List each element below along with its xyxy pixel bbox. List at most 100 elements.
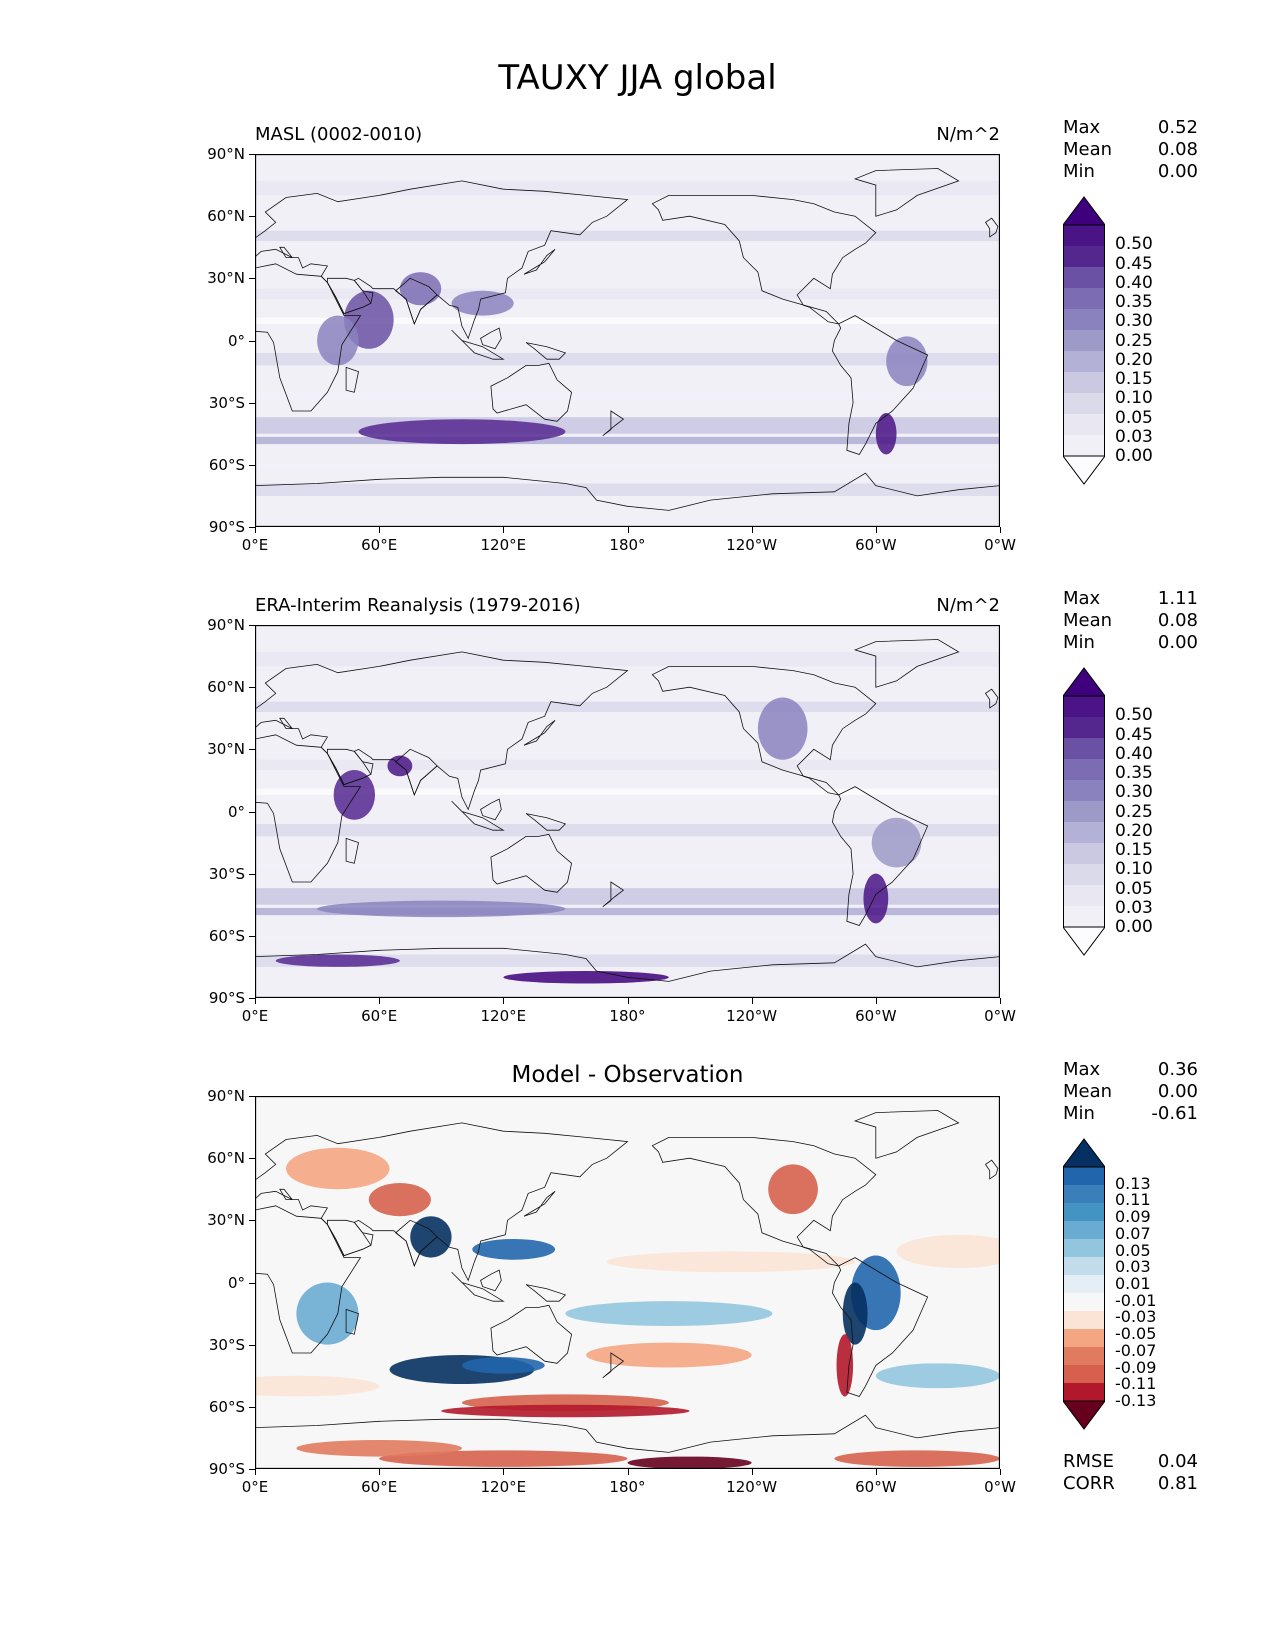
field-blob bbox=[757, 697, 808, 760]
lat-tick-mark bbox=[249, 998, 255, 999]
lat-tick-label: 30°N bbox=[207, 1211, 245, 1230]
field-blob bbox=[275, 954, 400, 967]
lat-tick-mark bbox=[249, 1158, 255, 1160]
colorbar-segment bbox=[1063, 1275, 1105, 1293]
lat-tick-label: 60°N bbox=[207, 678, 245, 697]
lon-tick-label: 180° bbox=[609, 1007, 646, 1025]
lat-tick-label: 30°S bbox=[208, 864, 245, 883]
colorbar-tick-label: 0.00 bbox=[1115, 446, 1153, 466]
lon-tick-label: 0°W bbox=[984, 1007, 1016, 1025]
stat-value: 0.52 bbox=[1157, 117, 1198, 138]
map-frame bbox=[254, 624, 1001, 999]
colorbar-tick-label: 0.35 bbox=[1115, 292, 1153, 312]
colorbar-segment bbox=[1063, 435, 1105, 456]
lat-tick-mark bbox=[249, 625, 255, 626]
colorbar-segment bbox=[1063, 414, 1105, 435]
coastline-nz bbox=[602, 1352, 625, 1379]
lat-tick-mark bbox=[249, 340, 255, 342]
lat-tick-label: 30°S bbox=[208, 1335, 245, 1354]
coastline-newguinea bbox=[525, 342, 567, 360]
lon-tick-label: 120°E bbox=[480, 536, 527, 554]
field-blob bbox=[863, 873, 889, 924]
lon-tick-mark bbox=[627, 527, 629, 533]
colorbar bbox=[1062, 666, 1106, 957]
coastline-indonesia bbox=[451, 1271, 505, 1302]
colorbar-svg bbox=[1062, 196, 1106, 485]
lat-tick-mark bbox=[249, 464, 255, 466]
lon-tick-mark bbox=[255, 1469, 256, 1475]
colorbar-top-extension bbox=[1062, 1138, 1106, 1168]
stat-name: Min bbox=[1063, 1103, 1095, 1124]
colorbar-bottom-extension bbox=[1062, 1400, 1106, 1430]
coastline-india bbox=[395, 1219, 438, 1268]
field-blob bbox=[461, 1357, 545, 1374]
figure-title: TAUXY JJA global bbox=[498, 58, 777, 98]
colorbar-tick-label: 0.25 bbox=[1115, 330, 1153, 351]
colorbar-frame bbox=[1063, 224, 1105, 457]
lat-tick-mark bbox=[249, 216, 255, 218]
extra-stat-name: RMSE bbox=[1063, 1451, 1114, 1472]
lon-tick-mark bbox=[1000, 998, 1001, 1004]
colorbar-segment bbox=[1063, 864, 1105, 885]
field-blob bbox=[886, 336, 928, 387]
coastline-india bbox=[395, 748, 438, 797]
colorbar-segment bbox=[1063, 801, 1105, 822]
lon-tick-mark bbox=[503, 998, 505, 1004]
field-band bbox=[255, 759, 1000, 771]
coastline-antarctica bbox=[255, 943, 1000, 998]
lat-tick-mark bbox=[249, 1220, 255, 1222]
field-band bbox=[255, 317, 1000, 324]
map-plot bbox=[254, 1095, 1001, 1470]
lon-tick-mark bbox=[751, 1469, 753, 1475]
colorbar-segment bbox=[1063, 1185, 1105, 1203]
field-band bbox=[255, 463, 1000, 469]
lat-tick-mark bbox=[249, 402, 255, 404]
lon-tick-label: 120°W bbox=[726, 1478, 778, 1496]
coastline-india bbox=[395, 277, 438, 326]
stat-value: 0.08 bbox=[1157, 139, 1198, 160]
coastline-nz bbox=[602, 881, 625, 908]
colorbar-segment bbox=[1063, 696, 1105, 717]
field-blob bbox=[368, 1183, 431, 1217]
coastline-africa bbox=[255, 1205, 362, 1354]
lat-tick-label: 90°S bbox=[208, 518, 245, 536]
lon-tick-mark bbox=[1000, 527, 1001, 533]
panel-left-title: ERA-Interim Reanalysis (1979-2016) bbox=[255, 595, 581, 616]
colorbar-tick-label: -0.01 bbox=[1115, 1290, 1157, 1310]
lon-tick-label: 60°W bbox=[855, 536, 897, 554]
lon-tick-mark bbox=[751, 998, 753, 1004]
field-blob bbox=[768, 1164, 818, 1215]
lon-tick-mark bbox=[503, 1469, 505, 1475]
lon-tick-label: 60°W bbox=[855, 1478, 897, 1496]
lon-tick-mark bbox=[875, 527, 877, 533]
lat-tick-label: 30°N bbox=[207, 740, 245, 759]
coastline-australia bbox=[490, 1304, 573, 1364]
colorbar-tick-label: 0.03 bbox=[1115, 1257, 1151, 1277]
field-band bbox=[255, 180, 1000, 196]
coastline-arabia bbox=[327, 1219, 374, 1257]
field-band bbox=[255, 701, 1000, 713]
colorbar-segment bbox=[1063, 780, 1105, 801]
coastline-eurasia bbox=[255, 180, 629, 340]
colorbar-top-extension bbox=[1062, 667, 1106, 697]
lon-tick-label: 60°E bbox=[361, 536, 398, 554]
colorbar-tick-label: 0.25 bbox=[1115, 801, 1153, 822]
lat-tick-mark bbox=[249, 1344, 255, 1346]
colorbar-tick-label: 0.05 bbox=[1115, 1240, 1151, 1260]
stat-name: Mean bbox=[1063, 1081, 1113, 1102]
lat-tick-mark bbox=[249, 527, 255, 528]
lat-tick-mark bbox=[249, 1096, 255, 1097]
colorbar-tick-label: -0.09 bbox=[1115, 1357, 1157, 1377]
colorbar-tick-label: 0.07 bbox=[1115, 1223, 1151, 1243]
colorbar-segment bbox=[1063, 225, 1105, 246]
field-blob bbox=[441, 1404, 690, 1418]
lon-tick-label: 120°W bbox=[726, 1007, 778, 1025]
colorbar-tick-label: 0.45 bbox=[1115, 253, 1153, 274]
lon-tick-label: 60°W bbox=[855, 1007, 897, 1025]
stat-name: Min bbox=[1063, 632, 1095, 653]
colorbar-segment bbox=[1063, 906, 1105, 927]
colorbar-tick-label: 0.50 bbox=[1115, 234, 1153, 255]
field-blob bbox=[627, 1456, 752, 1469]
panel-units: N/m^2 bbox=[936, 124, 1000, 145]
coastline-indonesia bbox=[451, 800, 505, 831]
